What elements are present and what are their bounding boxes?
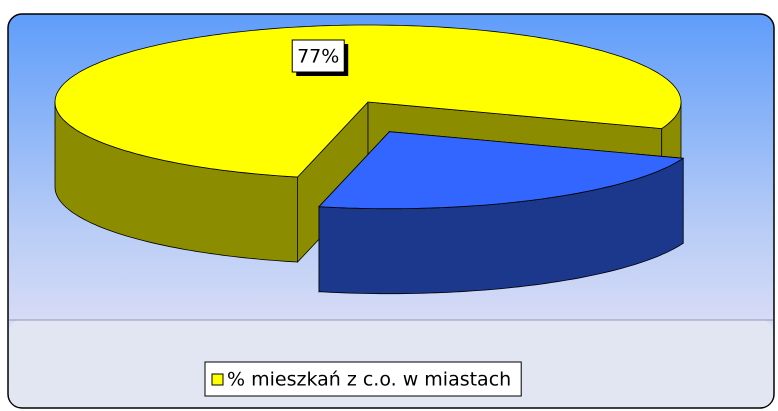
- slice-top: [54, 24, 682, 178]
- legend: % mieszkań z c.o. w miastach: [204, 361, 522, 397]
- data-label: 77%: [297, 46, 339, 68]
- label-box: [291, 39, 345, 73]
- slice: [318, 130, 685, 295]
- legend-swatch: [211, 373, 224, 386]
- slice-top: [318, 131, 685, 210]
- legend-box: [204, 361, 522, 397]
- pie: 77%: [54, 24, 685, 295]
- legend-label: % mieszkań z c.o. w miastach: [227, 369, 511, 391]
